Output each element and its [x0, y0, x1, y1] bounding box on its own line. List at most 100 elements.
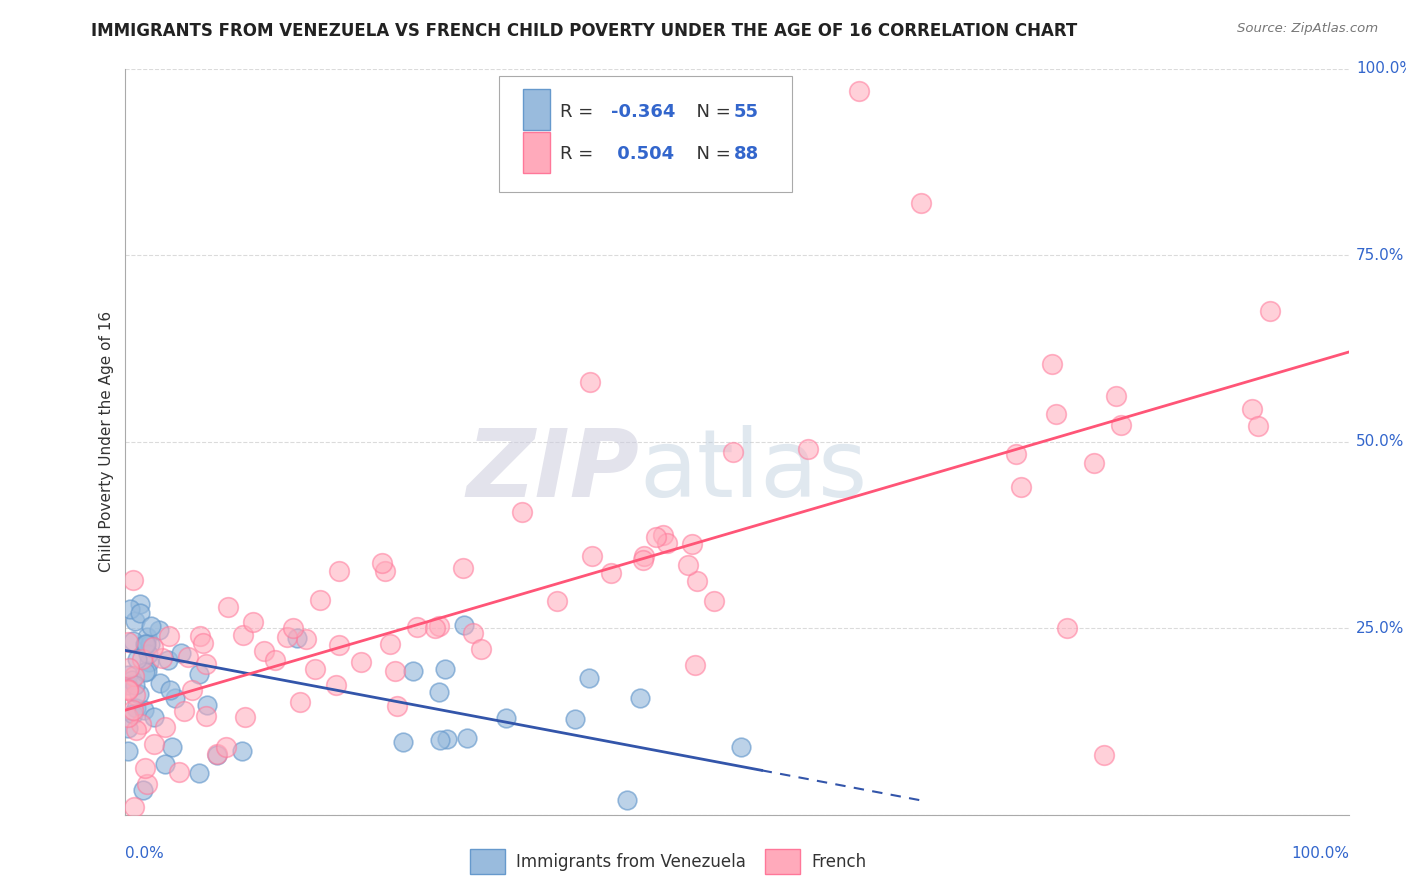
- Point: [253, 643, 276, 657]
- Point: [423, 621, 446, 635]
- Text: 55: 55: [734, 103, 758, 120]
- Point: [285, 631, 308, 645]
- Point: [451, 561, 474, 575]
- Point: [1105, 389, 1128, 403]
- Point: [384, 665, 406, 679]
- Point: [188, 666, 211, 681]
- Point: [308, 592, 330, 607]
- Point: [121, 703, 143, 717]
- Text: atlas: atlas: [640, 425, 868, 517]
- Point: [181, 682, 204, 697]
- Point: [579, 375, 602, 389]
- Point: [402, 664, 425, 678]
- Point: [797, 442, 820, 457]
- Point: [117, 681, 139, 696]
- Point: [117, 678, 139, 692]
- Point: [117, 668, 139, 682]
- Point: [205, 747, 228, 761]
- Point: [124, 669, 146, 683]
- FancyBboxPatch shape: [499, 76, 792, 192]
- Point: [150, 650, 173, 665]
- Text: Source: ZipAtlas.com: Source: ZipAtlas.com: [1237, 22, 1378, 36]
- Point: [217, 600, 239, 615]
- Point: [121, 673, 143, 687]
- Text: 25.0%: 25.0%: [1355, 621, 1405, 635]
- Point: [1092, 747, 1115, 762]
- Point: [427, 619, 450, 633]
- Point: [1045, 407, 1067, 421]
- Point: [276, 630, 298, 644]
- Point: [848, 84, 870, 98]
- Point: [628, 691, 651, 706]
- Text: IMMIGRANTS FROM VENEZUELA VS FRENCH CHILD POVERTY UNDER THE AGE OF 16 CORRELATIO: IMMIGRANTS FROM VENEZUELA VS FRENCH CHIL…: [91, 22, 1077, 40]
- Point: [122, 633, 145, 648]
- Text: 100.0%: 100.0%: [1355, 61, 1406, 76]
- Point: [433, 662, 456, 676]
- Point: [128, 687, 150, 701]
- Point: [232, 628, 254, 642]
- Point: [170, 647, 193, 661]
- Point: [138, 655, 160, 669]
- Point: [176, 649, 198, 664]
- Point: [453, 617, 475, 632]
- Point: [153, 720, 176, 734]
- Point: [1004, 447, 1026, 461]
- Point: [124, 678, 146, 692]
- Text: N =: N =: [685, 145, 737, 163]
- Point: [117, 744, 139, 758]
- Point: [167, 764, 190, 779]
- Point: [510, 505, 533, 519]
- Point: [157, 629, 180, 643]
- Point: [131, 651, 153, 665]
- Point: [730, 739, 752, 754]
- Point: [546, 594, 568, 608]
- Point: [564, 713, 586, 727]
- Point: [263, 653, 285, 667]
- Point: [655, 535, 678, 549]
- Point: [633, 549, 655, 563]
- Y-axis label: Child Poverty Under the Age of 16: Child Poverty Under the Age of 16: [100, 311, 114, 572]
- Text: French: French: [811, 853, 866, 871]
- Point: [122, 573, 145, 587]
- Point: [231, 743, 253, 757]
- Bar: [523, 89, 550, 130]
- Point: [124, 688, 146, 702]
- Point: [427, 684, 450, 698]
- Point: [325, 678, 347, 692]
- Point: [159, 682, 181, 697]
- Text: 88: 88: [734, 145, 759, 163]
- Point: [125, 701, 148, 715]
- Point: [1109, 418, 1132, 433]
- Point: [290, 695, 312, 709]
- Point: [652, 528, 675, 542]
- Point: [1083, 456, 1105, 470]
- Point: [135, 630, 157, 644]
- Text: 0.0%: 0.0%: [125, 846, 165, 861]
- Point: [429, 732, 451, 747]
- Point: [141, 619, 163, 633]
- Point: [135, 637, 157, 651]
- Point: [350, 656, 373, 670]
- Point: [1056, 621, 1078, 635]
- Point: [129, 598, 152, 612]
- Point: [645, 530, 668, 544]
- Point: [281, 621, 304, 635]
- Point: [153, 757, 176, 772]
- Point: [581, 549, 603, 563]
- Point: [117, 635, 139, 649]
- Point: [121, 707, 143, 722]
- Point: [1246, 419, 1268, 434]
- Point: [242, 615, 264, 629]
- Point: [391, 735, 413, 749]
- Point: [124, 614, 146, 628]
- Point: [600, 566, 623, 580]
- Point: [463, 626, 485, 640]
- Point: [235, 709, 257, 723]
- Point: [721, 445, 744, 459]
- Point: [134, 665, 156, 679]
- Point: [142, 640, 165, 654]
- Point: [195, 657, 218, 672]
- Text: ZIP: ZIP: [467, 425, 640, 517]
- Point: [149, 676, 172, 690]
- Text: N =: N =: [685, 103, 737, 120]
